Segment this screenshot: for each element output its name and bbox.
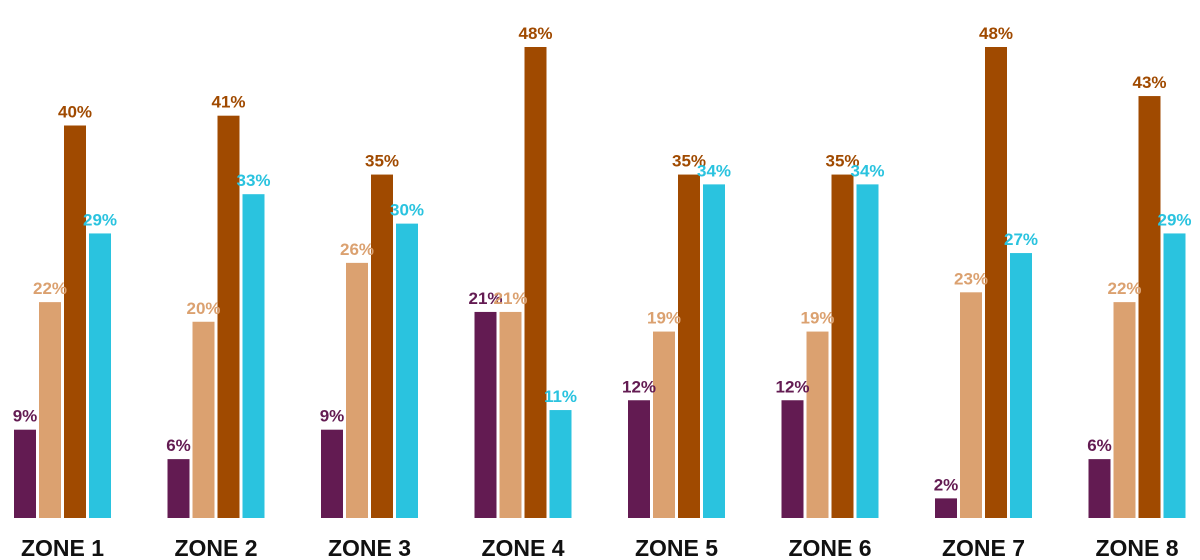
bar-group xyxy=(628,174,725,518)
data-label: 30% xyxy=(390,201,424,220)
data-label: 9% xyxy=(13,407,38,426)
bar-group xyxy=(167,115,265,518)
category-label: ZONE 4 xyxy=(481,535,564,560)
category-label: ZONE 5 xyxy=(635,535,718,560)
data-label: 34% xyxy=(697,161,731,180)
data-label: 11% xyxy=(544,387,577,406)
bar xyxy=(703,184,725,518)
data-label: 35% xyxy=(825,152,859,171)
data-label: 19% xyxy=(647,309,681,328)
data-label: 27% xyxy=(1004,230,1038,249)
data-label: 40% xyxy=(58,103,92,122)
data-label: 29% xyxy=(83,210,117,229)
bar xyxy=(524,47,547,518)
data-label: 21% xyxy=(493,289,527,308)
category-label: ZONE 8 xyxy=(1095,535,1178,560)
bar-group xyxy=(474,47,572,518)
bar xyxy=(549,410,572,518)
category-label: ZONE 2 xyxy=(174,535,257,560)
bar-group xyxy=(781,174,879,518)
bar xyxy=(806,331,829,518)
bar xyxy=(628,400,650,518)
bar xyxy=(960,292,982,518)
data-label: 23% xyxy=(954,269,988,288)
data-label: 22% xyxy=(33,279,67,298)
bar xyxy=(242,194,265,518)
bar xyxy=(781,400,804,518)
bar xyxy=(396,223,418,518)
category-label: ZONE 3 xyxy=(328,535,411,560)
data-label: 22% xyxy=(1107,279,1141,298)
bar-group xyxy=(935,47,1032,518)
bar xyxy=(371,174,393,518)
category-label: ZONE 1 xyxy=(21,535,104,560)
bar xyxy=(1088,459,1111,518)
data-label: 35% xyxy=(365,152,399,171)
bar xyxy=(1138,96,1161,518)
data-label: 43% xyxy=(1132,73,1166,92)
data-label: 12% xyxy=(775,377,809,396)
bar xyxy=(321,429,343,518)
bar-group xyxy=(1088,96,1186,518)
data-label: 48% xyxy=(518,24,552,43)
data-label: 33% xyxy=(236,171,270,190)
data-label: 48% xyxy=(979,24,1013,43)
data-label: 35% xyxy=(672,152,706,171)
bar xyxy=(192,321,215,518)
data-label: 19% xyxy=(800,309,834,328)
data-label: 6% xyxy=(1087,436,1112,455)
bar xyxy=(64,125,86,518)
bar-group xyxy=(321,174,418,518)
data-label: 21% xyxy=(468,289,502,308)
bar xyxy=(167,459,190,518)
data-label: 12% xyxy=(622,377,656,396)
data-label: 29% xyxy=(1157,210,1191,229)
bar-groups xyxy=(14,47,1186,518)
category-label: ZONE 6 xyxy=(788,535,871,560)
data-label: 2% xyxy=(934,475,959,494)
bar xyxy=(678,174,700,518)
bar xyxy=(89,233,111,518)
data-label: 34% xyxy=(850,161,884,180)
bar xyxy=(39,302,61,518)
value-labels: 9% 22% 40% 29% 6% 20% 41% 33% 9% 26% 35% 30% 21%21% 4… xyxy=(13,24,1192,494)
bar xyxy=(1113,302,1136,518)
category-label: ZONE 7 xyxy=(942,535,1025,560)
bar xyxy=(217,115,240,518)
bar-group xyxy=(14,125,111,518)
data-label: 9% xyxy=(320,407,345,426)
bar xyxy=(856,184,879,518)
bar xyxy=(14,429,36,518)
bar xyxy=(474,311,497,518)
data-label: 41% xyxy=(211,93,245,112)
bar xyxy=(935,498,957,518)
bar xyxy=(499,311,522,518)
bar xyxy=(653,331,675,518)
bar xyxy=(346,262,368,518)
bar xyxy=(985,47,1007,518)
bar xyxy=(1163,233,1186,518)
bar xyxy=(1010,253,1032,518)
data-label: 6% xyxy=(166,436,191,455)
data-label: 26% xyxy=(340,240,374,259)
bar xyxy=(831,174,854,518)
data-label: 20% xyxy=(186,299,220,318)
